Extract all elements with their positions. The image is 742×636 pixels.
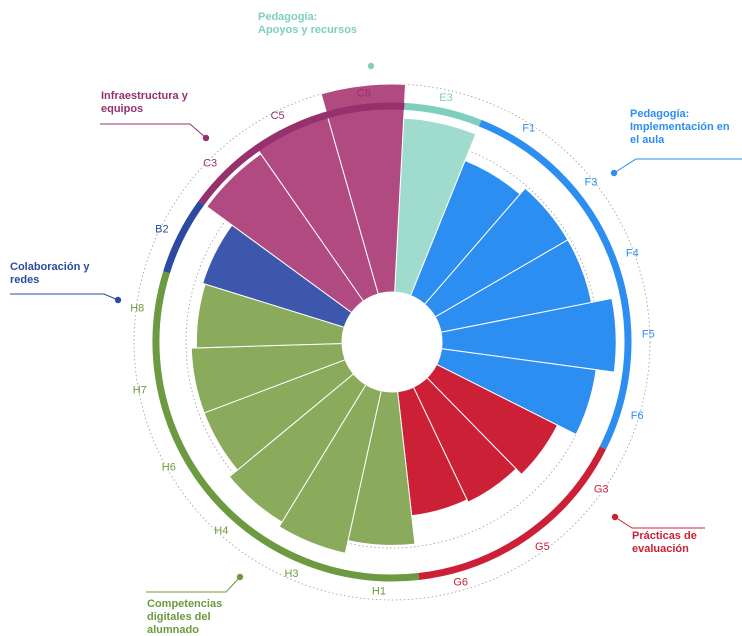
- tick-label-c3: C3: [203, 157, 217, 169]
- group-label-c: Infraestructura y equipos: [101, 90, 189, 115]
- tick-label-e3: E3: [439, 92, 452, 104]
- callout-line-h: [146, 576, 241, 593]
- group-label-line: Pedagogía:: [630, 108, 689, 120]
- tick-label-f4: F4: [626, 248, 639, 260]
- tick-label-f6: F6: [631, 410, 644, 422]
- bar-layer: [190, 83, 617, 554]
- group-label-h: Competencias digitales del alumnado: [147, 598, 222, 636]
- group-label-line: Colaboración y: [10, 261, 90, 273]
- callout-dot-e: [367, 62, 375, 70]
- ring-segment-c: [198, 102, 405, 205]
- ring-segment-f: [478, 119, 632, 450]
- callout-dot-f: [610, 169, 618, 177]
- group-label-line: Apoyos y recursos: [258, 24, 357, 36]
- gridline-4: [133, 83, 651, 601]
- group-label-e: Pedagogía: Apoyos y recursos: [258, 11, 357, 36]
- group-label-line: Competencias: [147, 598, 222, 610]
- tick-label-f5: F5: [642, 328, 655, 340]
- callout-line-b: [10, 293, 119, 301]
- ring-segment-b: [163, 200, 205, 274]
- tick-label-h3: H3: [284, 568, 298, 580]
- group-label-f: Pedagogía: Implementación en el aula: [630, 108, 730, 146]
- group-label-g: Prácticas de evaluación: [632, 530, 697, 555]
- tick-label-h1: H1: [372, 586, 386, 598]
- tick-label-g5: G5: [535, 541, 550, 553]
- tick-label-g6: G6: [453, 576, 468, 588]
- group-label-line: equipos: [101, 103, 143, 115]
- tick-label-h7: H7: [133, 385, 147, 397]
- label-layer: E3 F1 F3 F4 F5 F6 G3 G5 G6 H1 H3 H4 H6 H7 H8 B2 C3 C5 C8: [130, 88, 655, 598]
- group-label-b: Colaboración y redes: [10, 261, 90, 286]
- tick-label-f3: F3: [585, 177, 598, 189]
- category-ring: [152, 102, 632, 582]
- tick-label-h4: H4: [214, 525, 228, 537]
- callout-dot-c: [202, 134, 210, 142]
- ring-segment-g: [418, 446, 606, 580]
- group-label-line: redes: [10, 274, 39, 286]
- ring-segment-h: [152, 271, 419, 582]
- group-label-line: evaluación: [632, 543, 689, 555]
- callout-line-c: [100, 123, 207, 139]
- callout-dot-g: [611, 513, 619, 521]
- ring-segment-e: [404, 102, 482, 127]
- tick-label-h6: H6: [162, 462, 176, 474]
- tick-label-g3: G3: [594, 484, 609, 496]
- group-label-line: Pedagogía:: [258, 11, 317, 23]
- group-label-line: Implementación en: [630, 121, 730, 133]
- group-label-line: Prácticas de: [632, 530, 697, 542]
- tick-label-f1: F1: [522, 123, 535, 135]
- group-label-line: digitales del: [147, 611, 211, 623]
- group-label-line: alumnado: [147, 624, 199, 636]
- tick-label-b2: B2: [155, 224, 168, 236]
- callout-dot-b: [114, 296, 122, 304]
- group-label-line: el aula: [630, 134, 665, 146]
- group-label-line: Infraestructura y: [101, 90, 189, 102]
- center-hole: [342, 292, 442, 392]
- tick-label-c8: C8: [357, 88, 371, 100]
- callout-line-g: [614, 516, 705, 529]
- tick-label-h8: H8: [130, 302, 144, 314]
- callout-dot-h: [236, 573, 244, 581]
- tick-label-c5: C5: [271, 110, 285, 122]
- callout-line-f: [613, 158, 742, 174]
